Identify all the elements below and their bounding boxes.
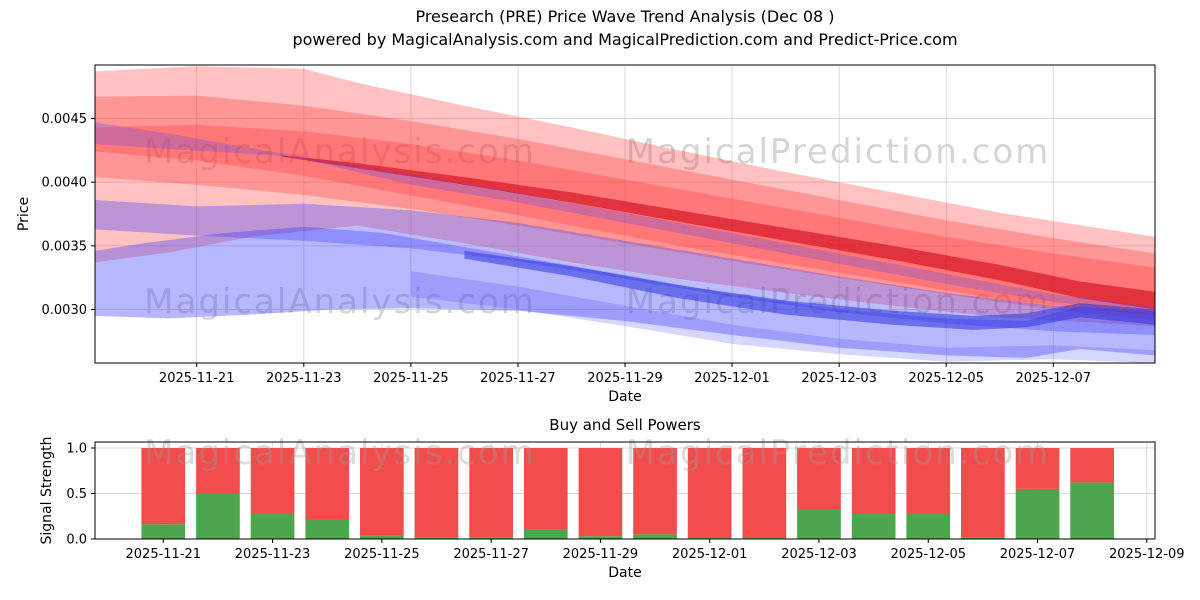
x-tick-label: 2025-11-27 <box>453 547 529 562</box>
sell-bar-2025-12-02 <box>742 448 787 539</box>
x-tick-label: 2025-11-27 <box>480 371 556 386</box>
y-tick-label: 0.0040 <box>42 176 88 191</box>
buy-bar-2025-11-29 <box>578 536 623 539</box>
x-tick-label: 2025-12-07 <box>1016 371 1092 386</box>
buy-bar-2025-11-30 <box>633 534 677 539</box>
x-tick-label: 2025-11-25 <box>344 547 420 562</box>
sell-bar-2025-11-25 <box>360 448 404 536</box>
chart-subtitle: powered by MagicalAnalysis.com and Magic… <box>292 30 958 49</box>
y-tick-label: 0.0045 <box>42 112 88 127</box>
y-tick-label: 0.0030 <box>42 303 88 318</box>
buy-bar-2025-11-23 <box>250 513 295 539</box>
sell-bar-2025-12-03 <box>797 448 841 509</box>
watermark-text: MagicalAnalysis.com <box>144 282 536 322</box>
buy-bar-2025-12-03 <box>797 509 841 539</box>
x-axis-label: Date <box>608 565 641 581</box>
x-tick-label: 2025-11-25 <box>373 371 449 386</box>
sell-bar-2025-12-07 <box>1015 448 1060 489</box>
sell-bar-2025-11-23 <box>250 448 295 514</box>
sell-bar-2025-11-24 <box>305 448 350 519</box>
x-tick-label: 2025-11-23 <box>266 371 342 386</box>
buy-bar-2025-11-27 <box>469 537 513 539</box>
sell-bar-2025-11-21 <box>141 448 186 525</box>
red-band-inner <box>95 124 1155 320</box>
x-tick-label: 2025-12-09 <box>1109 547 1185 562</box>
x-tick-label: 2025-12-01 <box>672 547 748 562</box>
y-axis-label: Signal Strength <box>39 436 55 544</box>
x-tick-label: 2025-12-01 <box>694 371 770 386</box>
bars <box>141 448 1114 539</box>
red-median-line <box>282 155 1155 310</box>
sell-bar-2025-12-05 <box>906 448 951 514</box>
x-tick-label: 2025-11-23 <box>235 547 311 562</box>
sell-bar-2025-11-29 <box>578 448 623 537</box>
sell-bar-2025-11-28 <box>523 448 568 530</box>
sell-bar-2025-12-04 <box>851 448 896 514</box>
bottom-chart-title: Buy and Sell Powers <box>549 416 701 434</box>
blue-band-lower <box>95 226 1155 358</box>
buy-bar-2025-12-08 <box>1070 482 1114 539</box>
y-tick-label: 0.0 <box>66 533 87 548</box>
sell-bar-2025-11-27 <box>469 448 513 538</box>
x-tick-label: 2025-11-29 <box>563 547 639 562</box>
y-tick-label: 0.0035 <box>42 239 88 254</box>
blue-band-tail <box>410 271 1155 363</box>
x-tick-label: 2025-11-21 <box>126 547 202 562</box>
buy-bar-2025-12-05 <box>906 513 951 539</box>
buy-bar-2025-12-07 <box>1015 489 1060 539</box>
buy-bar-2025-11-22 <box>196 493 240 539</box>
buy-bar-2025-11-21 <box>141 524 186 539</box>
x-tick-label: 2025-12-03 <box>801 371 877 386</box>
buy-bar-2025-12-04 <box>851 513 896 539</box>
chart-title: Presearch (PRE) Price Wave Trend Analysi… <box>415 7 835 26</box>
x-tick-label: 2025-12-05 <box>890 547 966 562</box>
plot-frame <box>94 441 1156 540</box>
blue-band-mid <box>95 200 1155 335</box>
sell-bar-2025-12-01 <box>687 448 732 539</box>
forecast-bands <box>95 66 1155 363</box>
sell-bar-2025-11-30 <box>633 448 677 535</box>
sell-bar-2025-12-06 <box>961 448 1005 538</box>
x-tick-label: 2025-11-21 <box>159 371 235 386</box>
blue-median-line <box>464 250 1155 330</box>
price-chart: MagicalAnalysis.com MagicalPrediction.com… <box>16 64 1156 405</box>
x-tick-label: 2025-12-03 <box>781 547 857 562</box>
buy-bar-2025-12-06 <box>961 537 1005 539</box>
y-axis-label: Price <box>16 197 32 231</box>
blue-band-wedge <box>95 122 1155 314</box>
sell-bar-2025-12-08 <box>1070 448 1114 483</box>
buy-bar-2025-11-25 <box>360 535 404 539</box>
signal-chart: MagicalAnalysis.com MagicalPrediction.com… <box>39 433 1185 581</box>
x-axis-label: Date <box>608 389 641 405</box>
y-tick-label: 0.5 <box>66 487 87 502</box>
y-tick-label: 1.0 <box>66 442 87 457</box>
x-tick-label: 2025-11-29 <box>587 371 663 386</box>
sell-bar-2025-11-26 <box>414 448 459 538</box>
x-tick-label: 2025-12-05 <box>908 371 984 386</box>
sell-bar-2025-11-22 <box>196 448 240 494</box>
x-tick-label: 2025-12-07 <box>1000 547 1076 562</box>
watermark-text: MagicalAnalysis.com <box>144 433 536 473</box>
signal-chart-watermarks: MagicalAnalysis.com MagicalPrediction.com <box>144 433 1051 473</box>
buy-bar-2025-11-26 <box>414 537 459 539</box>
watermark-text: MagicalPrediction.com <box>626 132 1051 172</box>
watermark-text: MagicalPrediction.com <box>626 433 1051 473</box>
buy-bar-2025-11-28 <box>523 529 568 539</box>
buy-bar-2025-11-24 <box>305 519 350 539</box>
